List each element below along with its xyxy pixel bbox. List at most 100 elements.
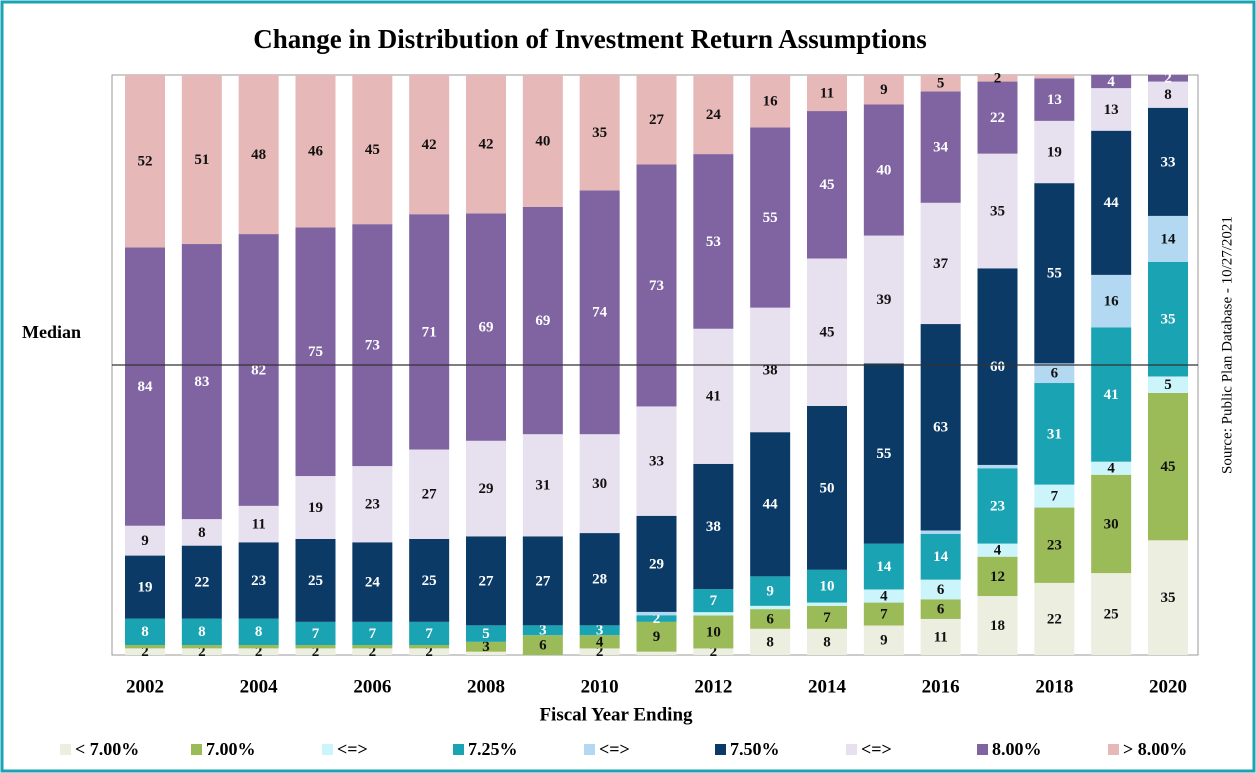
bar-segment <box>636 621 677 652</box>
bar-segment <box>579 75 620 191</box>
data-label: 23 <box>365 497 380 513</box>
data-label: 6 <box>1051 366 1059 382</box>
data-label: 19 <box>308 500 323 516</box>
bar-segment <box>693 648 734 655</box>
data-label: 16 <box>763 94 779 110</box>
bar-segment <box>579 635 620 649</box>
x-tick-label: 2002 <box>126 676 164 697</box>
bar-segment <box>238 234 279 506</box>
data-label: 8 <box>823 634 831 650</box>
bar-segment <box>1091 573 1132 655</box>
bar-segment <box>409 214 450 450</box>
bar-segment <box>807 111 847 259</box>
bar-segment <box>636 75 677 165</box>
bar-segment <box>1034 484 1075 508</box>
bar-segment <box>920 324 961 531</box>
data-label: 7 <box>425 626 433 642</box>
data-label: 2 <box>653 611 661 627</box>
data-label: 30 <box>592 476 607 492</box>
bar-segment <box>750 127 791 308</box>
bar-segment <box>693 612 734 616</box>
bar-segment <box>352 648 393 655</box>
data-label: 33 <box>1161 154 1176 170</box>
data-label: 27 <box>422 487 438 503</box>
bar-segment <box>1091 130 1132 275</box>
bar-segment <box>863 75 904 105</box>
bar-segment <box>1034 78 1075 121</box>
bar-segment <box>1091 327 1132 462</box>
data-label: 69 <box>535 313 550 329</box>
bar-segment <box>125 525 165 556</box>
data-label: 71 <box>422 324 437 340</box>
data-label: 40 <box>876 162 891 178</box>
data-label: 8 <box>1164 87 1172 103</box>
data-label: 7 <box>823 610 831 626</box>
data-label: 6 <box>937 602 945 618</box>
data-label: 44 <box>763 497 779 513</box>
data-label: 44 <box>1104 195 1120 211</box>
data-label: 39 <box>876 292 891 308</box>
data-label: 10 <box>706 624 721 640</box>
data-label: 35 <box>1161 312 1176 328</box>
data-label: 23 <box>251 573 266 589</box>
bar-segment <box>409 75 450 215</box>
data-label: 55 <box>763 210 778 226</box>
bar-segment <box>1148 215 1188 262</box>
bar-segment <box>238 648 279 655</box>
data-label: 3 <box>539 623 547 639</box>
bar-segment <box>636 515 677 612</box>
bar-segment <box>409 449 450 539</box>
x-axis-title: Fiscal Year Ending <box>539 704 693 725</box>
data-label: 35 <box>592 125 607 141</box>
bar-segment <box>807 75 847 112</box>
x-tick-label: 2012 <box>694 676 732 697</box>
x-tick-label: 2020 <box>1149 676 1187 697</box>
bar-segment <box>977 596 1018 655</box>
data-label: 25 <box>308 573 323 589</box>
bar-segment <box>352 466 393 543</box>
bar-segment <box>920 599 961 619</box>
bar-segment <box>1091 75 1132 89</box>
data-label: 5 <box>482 626 490 642</box>
legend-label: > 8.00% <box>1123 739 1187 759</box>
bar-segment <box>125 645 165 649</box>
bar-segment <box>1091 474 1132 574</box>
data-label: 74 <box>592 305 608 321</box>
data-label: 29 <box>649 556 664 572</box>
data-label: 16 <box>1104 294 1120 310</box>
bar-segment <box>181 244 222 520</box>
legend: < 7.00% 7.00% <=> 7.25% <=> 7.50% <=> 8.00% > 8.… <box>60 739 1187 759</box>
legend-swatch <box>453 744 464 755</box>
bar-segment <box>1148 107 1188 216</box>
data-label: 7 <box>1051 489 1059 505</box>
bar-segment <box>807 628 847 655</box>
data-label: 35 <box>1161 590 1176 606</box>
data-label: 23 <box>990 498 1005 514</box>
data-label: 84 <box>138 379 154 395</box>
bar-segment <box>125 648 165 655</box>
data-label: 31 <box>1047 426 1062 442</box>
bar-segment <box>693 463 734 590</box>
bar-segment <box>1148 392 1188 541</box>
data-label: 11 <box>252 517 266 533</box>
data-label: 2 <box>369 644 377 660</box>
data-label: 4 <box>994 543 1002 559</box>
x-tick-label: 2016 <box>922 676 960 697</box>
legend-label: <=> <box>861 739 892 759</box>
data-label: 22 <box>194 575 209 591</box>
data-label: 8 <box>255 624 263 640</box>
bar-segment <box>181 645 222 649</box>
bar-segment <box>920 579 961 600</box>
bar-segment <box>466 536 506 626</box>
bar-segment <box>1034 363 1075 384</box>
data-label: 28 <box>592 572 607 588</box>
data-label: 3 <box>596 623 604 639</box>
bar-segment <box>863 589 904 603</box>
bar-segment <box>693 154 734 329</box>
legend-label: 7.00% <box>206 739 256 759</box>
data-label: 9 <box>880 633 888 649</box>
bar-segment <box>181 648 222 655</box>
legend-swatch <box>1108 744 1119 755</box>
data-label: 41 <box>1104 387 1119 403</box>
bar-segment <box>295 648 336 655</box>
